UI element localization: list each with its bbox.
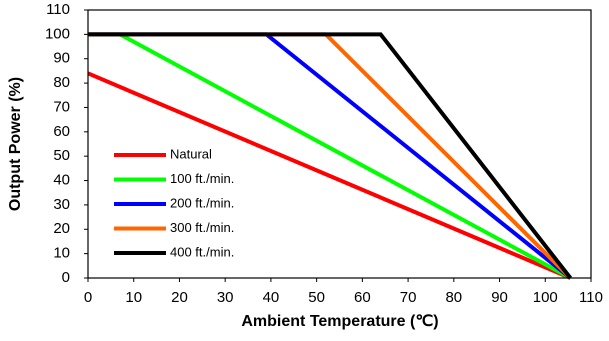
- y-tick-label: 80: [53, 74, 70, 91]
- y-tick-label: 20: [53, 220, 70, 237]
- x-tick-label: 90: [491, 289, 508, 306]
- y-tick-label: 90: [53, 50, 70, 67]
- series-line: [88, 32, 573, 280]
- plot-frame: [87, 9, 592, 279]
- series-line: [87, 71, 572, 280]
- x-tick-label: 70: [400, 289, 417, 306]
- legend-text: Natural: [170, 146, 212, 161]
- x-tick-label: 0: [84, 289, 92, 306]
- x-tick-label: 40: [263, 289, 280, 306]
- y-tick-label: 100: [45, 25, 70, 42]
- legend-text: 200 ft./min.: [170, 195, 234, 210]
- y-tick-label: 0: [62, 269, 70, 286]
- x-tick-label: 80: [445, 289, 462, 306]
- x-tick-label: 20: [171, 289, 188, 306]
- y-tick-label: 40: [53, 172, 70, 189]
- x-tick-label: 10: [125, 289, 142, 306]
- y-tick-label: 60: [53, 123, 70, 140]
- y-axis-title: Output Power (%): [7, 77, 24, 211]
- y-tick-label: 50: [53, 147, 70, 164]
- legend-text: 100 ft./min.: [170, 171, 234, 186]
- y-tick-label: 110: [46, 1, 70, 18]
- y-tick-label: 70: [53, 98, 70, 115]
- x-tick-label: 60: [354, 289, 371, 306]
- y-tick-label: 30: [53, 196, 70, 213]
- x-tick-label: 110: [579, 289, 603, 306]
- x-tick-label: 100: [533, 289, 558, 306]
- x-axis-title: Ambient Temperature (℃): [241, 313, 438, 330]
- x-tick-label: 50: [308, 289, 325, 306]
- y-tick-label: 10: [53, 245, 70, 262]
- x-tick-label: 30: [217, 289, 234, 306]
- legend-text: 400 ft./min.: [170, 244, 234, 259]
- legend-text: 300 ft./min.: [170, 220, 234, 235]
